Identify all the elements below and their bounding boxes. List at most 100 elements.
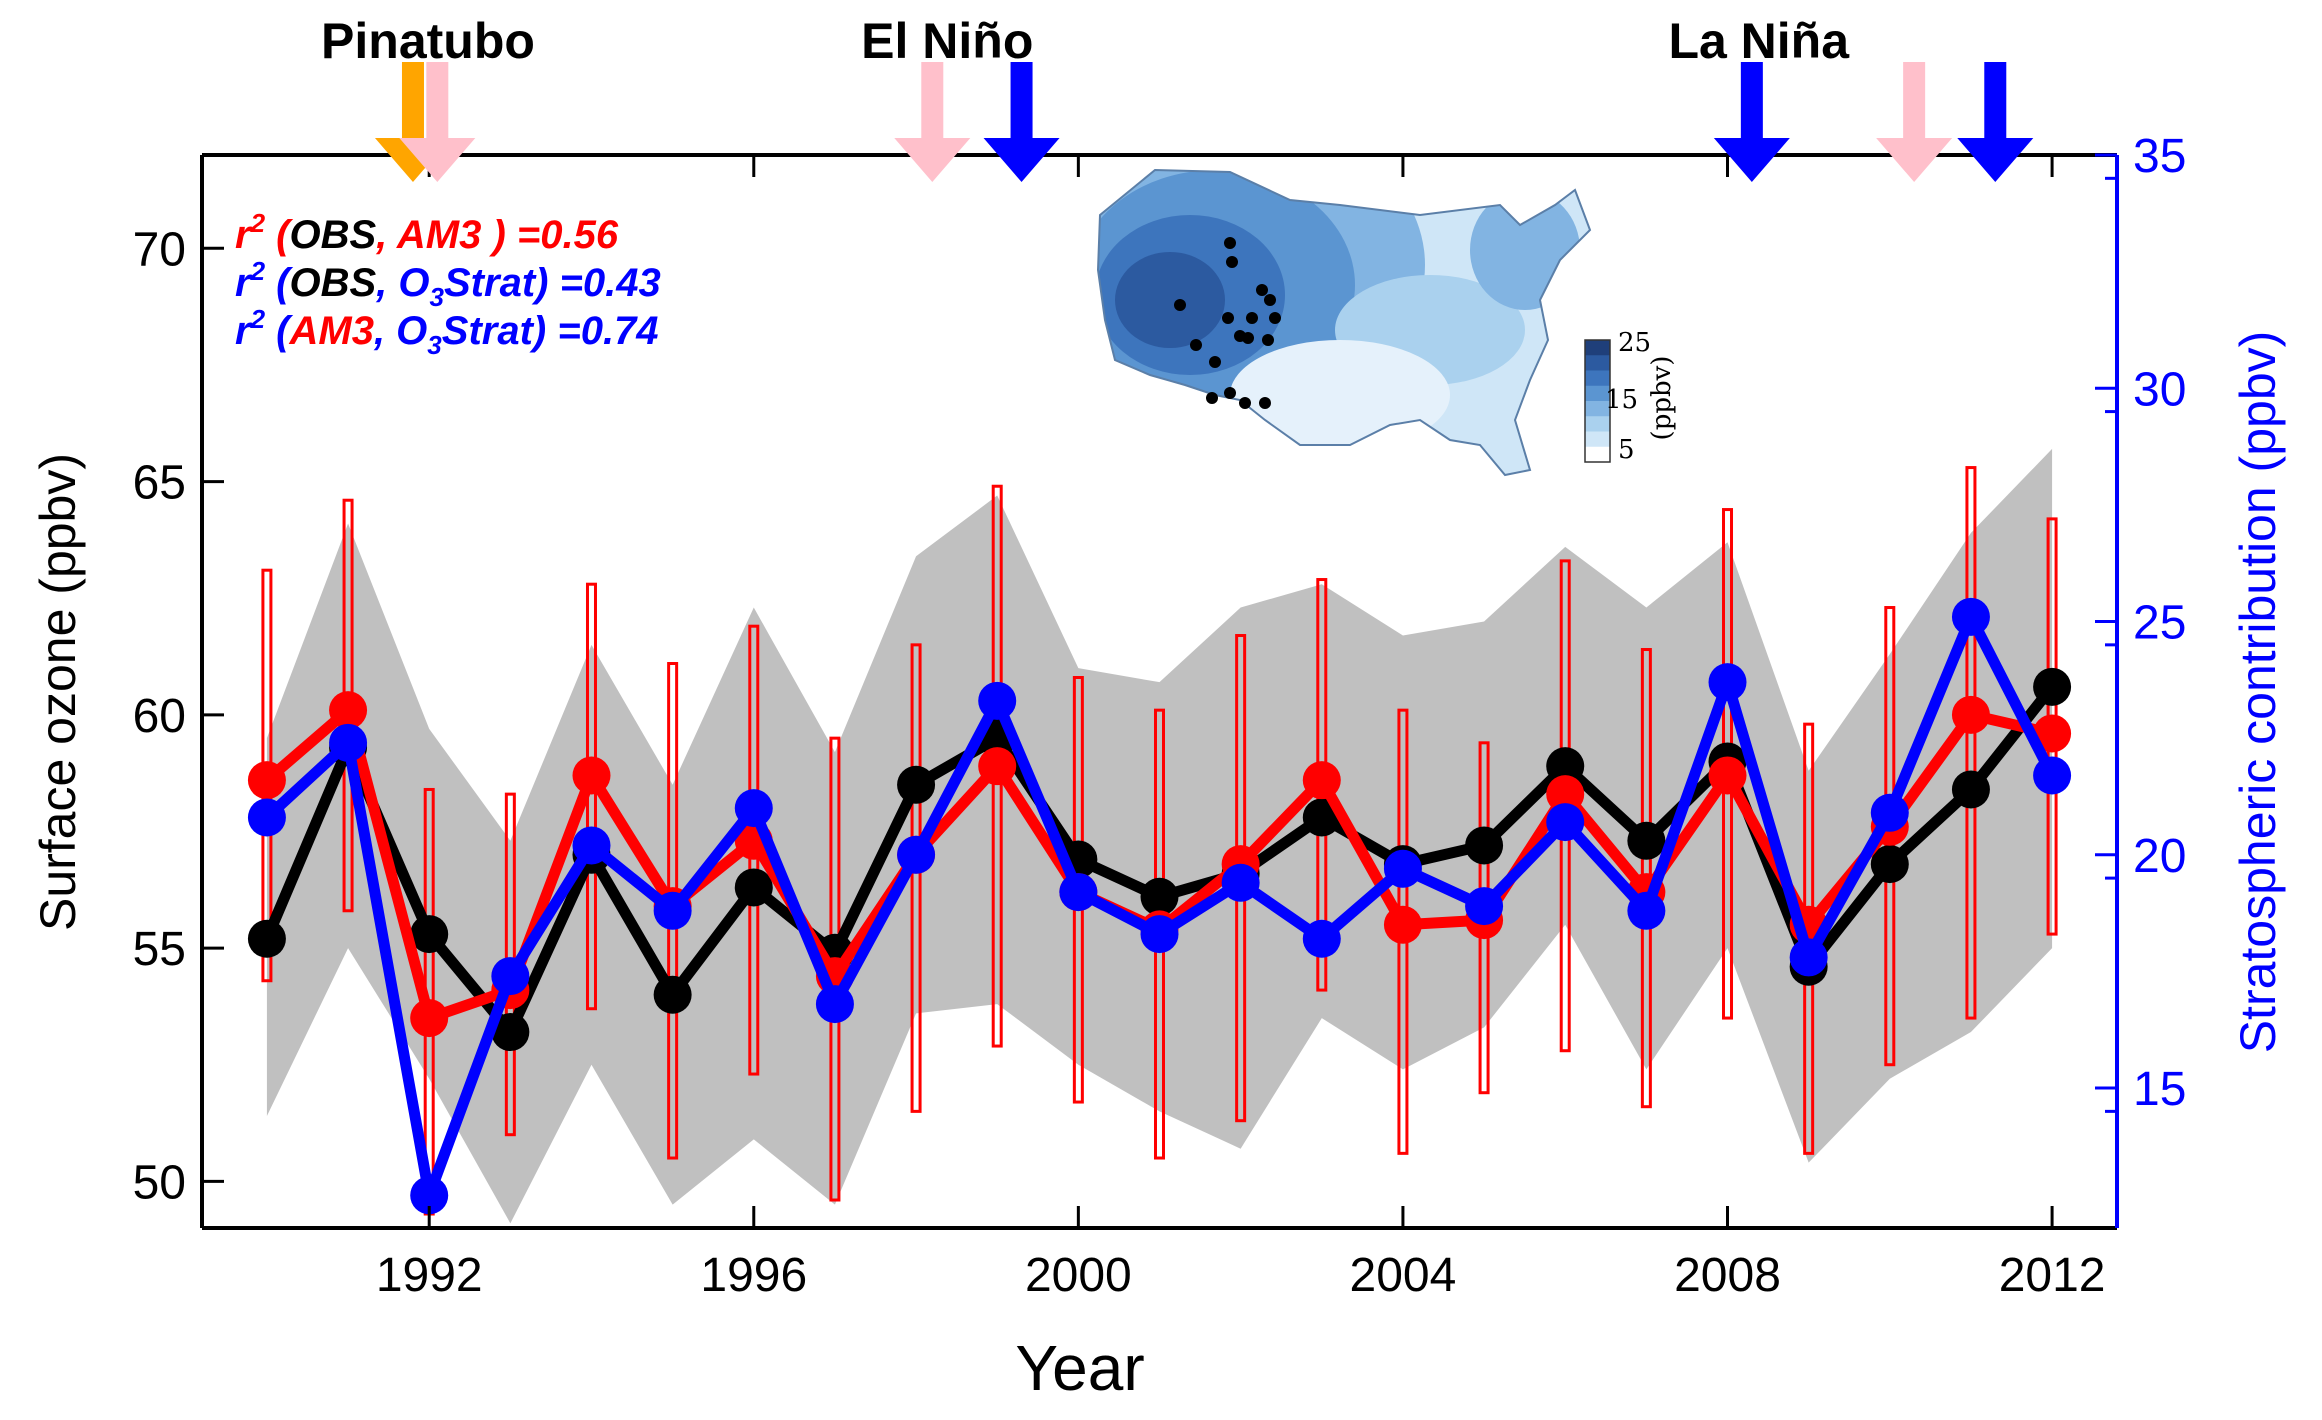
x-tick-label-2008: 2008 (1674, 1249, 1781, 1302)
r2-annotation-obs-o3strat: r2 (OBS, O3Strat) =0.43 (235, 256, 661, 312)
am3-error-bar-1998 (910, 643, 922, 1113)
colorbar-tick-5: 5 (1618, 435, 1635, 465)
y2-tick-label-25: 25 (2133, 597, 2186, 650)
series-point-am3-2012 (2033, 714, 2072, 753)
series-point-obs-1996 (734, 868, 773, 907)
y2-tick-label-30: 30 (2133, 363, 2186, 416)
colorbar-unit: (ppbv) (1647, 356, 1677, 441)
station-dots (1174, 237, 1281, 409)
series-point-o3strat-1991 (329, 723, 368, 762)
series-point-am3-2008 (1708, 756, 1747, 795)
colorbar-swatch-2 (1585, 370, 1610, 387)
series-point-o3strat-1997 (815, 985, 854, 1024)
event-label-0: Pinatubo (321, 13, 535, 69)
series-point-o3strat-2008 (1708, 663, 1747, 702)
series-point-am3-1999 (978, 747, 1017, 786)
event-arrow-1 (399, 62, 476, 182)
x-tick-label-2012: 2012 (1999, 1249, 2106, 1302)
x-tick-label-1992: 1992 (376, 1249, 483, 1302)
series-point-obs-1993 (491, 1013, 530, 1052)
event-arrow-3 (983, 62, 1060, 182)
series-point-o3strat-1995 (653, 891, 692, 930)
y-tick-label-65: 65 (133, 457, 186, 510)
series-point-o3strat-2000 (1059, 873, 1098, 912)
inset-map: 25 15 5 (ppbv) (1096, 168, 1677, 477)
event-arrow-4 (1713, 62, 1790, 182)
series-point-obs-2007 (1627, 821, 1666, 860)
series-point-obs-2010 (1870, 845, 1909, 884)
event-arrow-6 (1957, 62, 2034, 182)
colorbar-swatch-7 (1585, 446, 1610, 463)
event-arrow-5 (1876, 62, 1953, 182)
event-label-2: La Niña (1668, 13, 1850, 69)
series-point-obs-2012 (2033, 667, 2072, 706)
colorbar-swatch-0 (1585, 340, 1610, 356)
series-point-o3strat-1999 (978, 681, 1017, 720)
series-point-o3strat-2004 (1383, 849, 1422, 888)
series-point-o3strat-1993 (491, 957, 530, 996)
us-map-shape (1098, 170, 1590, 475)
colorbar-border (1584, 339, 1611, 463)
series-point-am3-2006 (1546, 775, 1585, 814)
y-tick-label-70: 70 (133, 223, 186, 276)
inset-colorbar (1584, 339, 1611, 463)
series-point-obs-1992 (410, 915, 449, 954)
y-tick-label-55: 55 (133, 923, 186, 976)
series-point-o3strat-2006 (1546, 803, 1585, 842)
obs-spread-band (266, 448, 2053, 1224)
axis-ticks: 1992 1996 2000 2004 2008 2012 50 55 60 65 70 15 20 25… (133, 130, 2187, 1302)
colorbar-tick-15: 15 (1605, 385, 1638, 415)
r2-annotation-am3-o3strat: r2 (AM3, O3Strat) =0.74 (235, 304, 659, 360)
left-axis-title: Surface ozone (ppbv) (30, 453, 86, 931)
x-axis-title: Year (1015, 1332, 1144, 1404)
event-label-1: El Niño (861, 13, 1033, 69)
series-point-am3-1994 (572, 756, 611, 795)
colorbar-swatch-3 (1585, 385, 1610, 402)
colorbar-swatch-1 (1585, 355, 1610, 371)
colorbar-swatch-5 (1585, 416, 1610, 432)
us-map-outline (1096, 168, 1592, 477)
series-point-obs-1998 (897, 765, 936, 804)
x-tick-label-2000: 2000 (1025, 1249, 1132, 1302)
series-point-obs-1990 (247, 919, 286, 958)
series-point-o3strat-2003 (1302, 919, 1341, 958)
series-point-am3-2004 (1383, 905, 1422, 944)
series-point-o3strat-1998 (897, 835, 936, 874)
event-labels: Pinatubo El Niño La Niña (321, 13, 1850, 69)
plot-frame (200, 153, 2119, 1230)
y-tick-label-60: 60 (133, 690, 186, 743)
series-point-am3-2011 (1951, 695, 1990, 734)
series-point-am3-1992 (410, 999, 449, 1038)
series-group (247, 597, 2072, 1215)
series-point-o3strat-2002 (1221, 863, 1260, 902)
series-point-am3-1991 (329, 691, 368, 730)
series-point-am3-2003 (1302, 761, 1341, 800)
series-point-am3-1990 (247, 761, 286, 800)
series-point-o3strat-1994 (572, 826, 611, 865)
series-point-o3strat-2007 (1627, 891, 1666, 930)
event-arrow-2 (894, 62, 971, 182)
y2-tick-label-20: 20 (2133, 830, 2186, 883)
y2-tick-label-15: 15 (2133, 1063, 2186, 1116)
series-point-obs-2001 (1140, 877, 1179, 916)
colorbar-tick-25: 25 (1618, 328, 1651, 358)
series-point-o3strat-2005 (1465, 887, 1504, 926)
colorbar-swatch-6 (1585, 431, 1610, 448)
am3-error-bar-2011 (1965, 466, 1977, 1020)
series-point-o3strat-1996 (734, 789, 773, 828)
right-axis-title: Stratospheric contribution (ppbv) (2230, 331, 2286, 1054)
series-point-o3strat-2011 (1951, 597, 1990, 636)
series-point-obs-2005 (1465, 826, 1504, 865)
event-arrows (374, 62, 2034, 182)
series-point-o3strat-2012 (2033, 756, 2072, 795)
r2-annotation-obs-am3: r2 (OBS, AM3 ) =0.56 (235, 208, 619, 257)
series-point-o3strat-1990 (247, 798, 286, 837)
y2-tick-label-35: 35 (2133, 130, 2186, 183)
series-point-obs-1995 (653, 975, 692, 1014)
colorbar-swatch-4 (1585, 401, 1610, 417)
x-tick-label-2004: 2004 (1350, 1249, 1457, 1302)
series-point-o3strat-2010 (1870, 793, 1909, 832)
series-point-obs-2006 (1546, 747, 1585, 786)
series-point-obs-2011 (1951, 770, 1990, 809)
series-point-o3strat-2009 (1789, 938, 1828, 977)
